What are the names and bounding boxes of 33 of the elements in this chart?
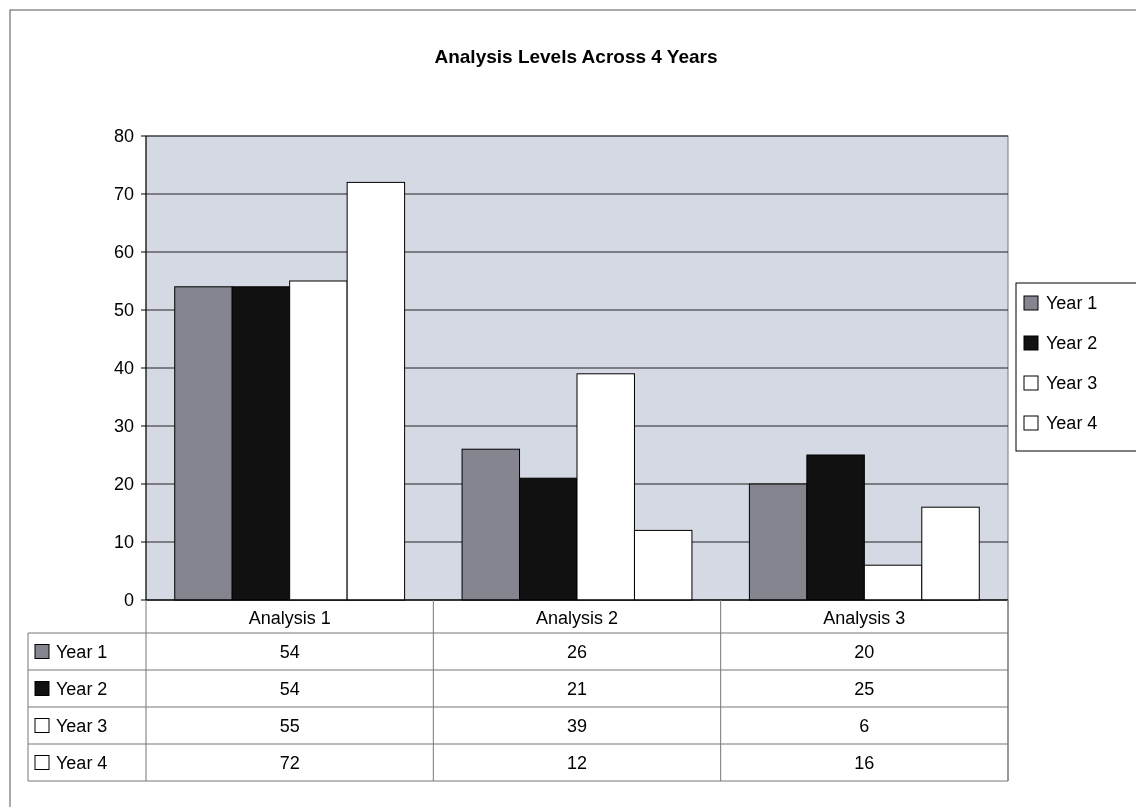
text: Year 2 (1046, 333, 1098, 354)
data-label: 6 (859, 715, 870, 736)
y-tick-label: 80 (113, 126, 134, 147)
y-tick-label: 20 (113, 474, 134, 495)
text: Year 1 (1046, 293, 1098, 314)
y-tick-label: 0 (123, 590, 134, 611)
x-tick-label: Analysis 1 (248, 607, 331, 628)
legend-label: Year 2 (56, 678, 108, 699)
data-label: 55 (279, 715, 300, 736)
text: Year 3 (56, 715, 108, 736)
y-tick-label: 10 (113, 532, 134, 553)
data-label: 54 (279, 641, 300, 662)
data-label: 54 (279, 678, 300, 699)
data-label: 25 (854, 678, 875, 699)
legend-label: Year 4 (1046, 413, 1098, 434)
data-label: 39 (566, 715, 588, 736)
text: Year 4 (56, 752, 108, 773)
data-label: 12 (566, 752, 588, 773)
y-tick-label: 30 (113, 416, 134, 437)
x-tick-label: Analysis 2 (535, 607, 619, 628)
y-tick-label: 70 (113, 184, 134, 205)
chart-title: Analysis Levels Across 4 Years (434, 46, 718, 67)
data-label: 26 (566, 641, 588, 662)
x-tick-label: Analysis 3 (823, 607, 906, 628)
y-tick-label: 50 (113, 300, 134, 321)
data-label: 21 (566, 678, 588, 699)
data-label: 16 (854, 752, 875, 773)
data-label: 72 (279, 752, 300, 773)
legend-label: Year 1 (56, 641, 108, 662)
legend-label: Year 3 (1046, 373, 1098, 394)
y-tick-label: 40 (113, 358, 134, 379)
data-label: 20 (854, 641, 875, 662)
y-tick-label: 60 (113, 242, 134, 263)
